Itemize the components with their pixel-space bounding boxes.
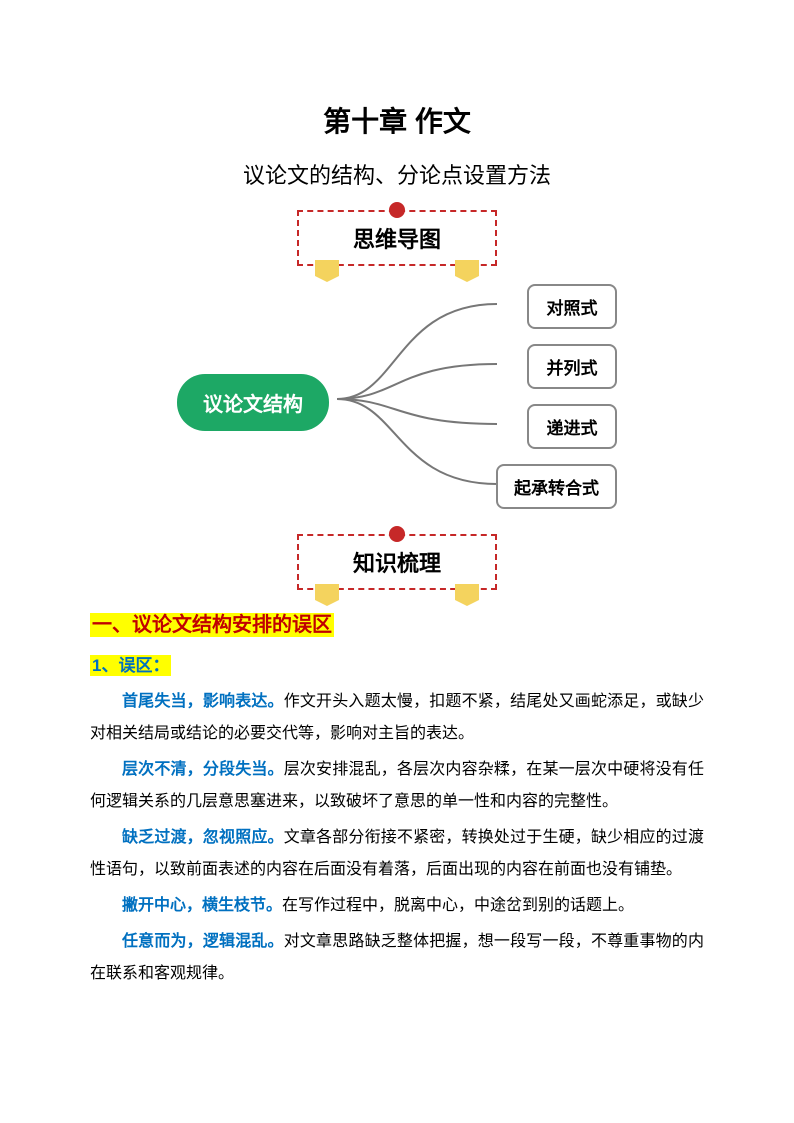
banner-mindmap: 思维导图 bbox=[297, 210, 497, 266]
key-phrase: 首尾失当，影响表达。 bbox=[122, 693, 284, 710]
paragraph: 缺乏过渡，忽视照应。文章各部分衔接不紧密，转换处过于生硬，缺少相应的过渡性语句，… bbox=[90, 822, 704, 886]
ribbon-icon bbox=[315, 584, 339, 600]
key-phrase: 缺乏过渡，忽视照应。 bbox=[122, 829, 284, 846]
paragraph: 撇开中心，横生枝节。在写作过程中，脱离中心，中途岔到别的话题上。 bbox=[90, 890, 704, 922]
banner-label: 知识梳理 bbox=[297, 534, 497, 590]
key-phrase: 任意而为，逻辑混乱。 bbox=[122, 933, 284, 950]
body-text: 在写作过程中，脱离中心，中途岔到别的话题上。 bbox=[282, 897, 634, 914]
key-phrase: 撇开中心，横生枝节。 bbox=[122, 897, 282, 914]
mindmap-edges bbox=[337, 284, 507, 514]
mindmap-leaf-node: 递进式 bbox=[527, 404, 617, 449]
ribbon-icon bbox=[455, 584, 479, 600]
ribbon-icon bbox=[315, 260, 339, 276]
paragraph: 任意而为，逻辑混乱。对文章思路缺乏整体把握，想一段写一段，不尊重事物的内在联系和… bbox=[90, 926, 704, 990]
chapter-title: 第十章 作文 bbox=[90, 100, 704, 140]
sub-heading: 1、误区： bbox=[90, 651, 704, 676]
mindmap-root-node: 议论文结构 bbox=[177, 374, 329, 431]
mindmap-diagram: 议论文结构 对照式 并列式 递进式 起承转合式 bbox=[177, 284, 617, 514]
highlighted-text: 1、误区： bbox=[90, 655, 171, 676]
mindmap-leaf-node: 起承转合式 bbox=[496, 464, 617, 509]
banner-dot-icon bbox=[389, 526, 405, 542]
banner-label: 思维导图 bbox=[297, 210, 497, 266]
section-heading: 一、议论文结构安排的误区 bbox=[90, 608, 704, 637]
ribbon-icon bbox=[455, 260, 479, 276]
banner-dot-icon bbox=[389, 202, 405, 218]
highlighted-text: 一、议论文结构安排的误区 bbox=[90, 613, 334, 637]
subtitle: 议论文的结构、分论点设置方法 bbox=[90, 158, 704, 190]
mindmap-leaf-node: 并列式 bbox=[527, 344, 617, 389]
banner-knowledge: 知识梳理 bbox=[297, 534, 497, 590]
paragraph: 层次不清，分段失当。层次安排混乱，各层次内容杂糅，在某一层次中硬将没有任何逻辑关… bbox=[90, 754, 704, 818]
mindmap-leaf-node: 对照式 bbox=[527, 284, 617, 329]
paragraph: 首尾失当，影响表达。作文开头入题太慢，扣题不紧，结尾处又画蛇添足，或缺少对相关结… bbox=[90, 686, 704, 750]
key-phrase: 层次不清，分段失当。 bbox=[122, 761, 284, 778]
